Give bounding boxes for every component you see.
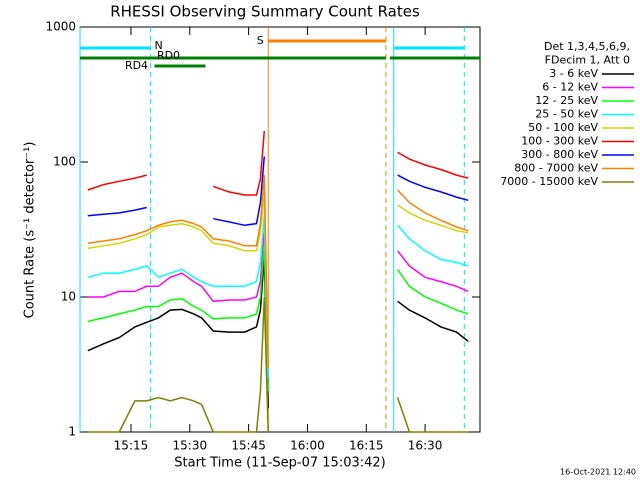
legend-label: 300 - 800 keV [521, 148, 598, 161]
series-line [87, 232, 469, 386]
y-axis-label: Count Rate (s⁻¹ detector⁻¹) [23, 142, 38, 319]
legend-label: 6 - 12 keV [542, 81, 598, 94]
x-tick-label: 16:15 [349, 439, 384, 453]
series-line [87, 256, 469, 409]
legend-label: 800 - 7000 keV [514, 162, 598, 175]
legend-header: FDecim 1, Att 0 [545, 54, 630, 67]
x-axis-label: Start Time (11-Sep-07 15:03:42) [174, 456, 385, 471]
legend-label: 12 - 25 keV [535, 94, 598, 107]
x-tick-label: 16:00 [290, 439, 325, 453]
series-line [87, 156, 469, 227]
flag-label: N [154, 39, 162, 52]
legend-label: 50 - 100 keV [528, 121, 598, 134]
series-line [87, 175, 469, 368]
series-line [87, 215, 469, 379]
legend-label: 25 - 50 keV [535, 108, 598, 121]
y-tick-label: 1 [68, 425, 76, 439]
footer: 16-Oct-2021 12:40 [560, 468, 636, 477]
flag-label: S [257, 34, 264, 47]
chart-title: RHESSI Observing Summary Count Rates [110, 3, 420, 21]
series-line [87, 191, 469, 368]
flag-label: RD4 [125, 59, 148, 72]
y-tick-label: 10 [61, 290, 76, 304]
series-line [87, 243, 469, 392]
series-line [87, 130, 469, 196]
y-tick-label: 100 [53, 155, 76, 169]
legend-label: 7000 - 15000 keV [500, 175, 598, 188]
x-tick-label: 15:15 [114, 439, 149, 453]
legend-header: Det 1,3,4,5,6,9, [544, 40, 630, 53]
plot-frame [79, 26, 481, 433]
legend-label: 3 - 6 keV [549, 67, 598, 80]
legend-label: 100 - 300 keV [521, 135, 598, 148]
x-tick-label: 15:45 [231, 439, 266, 453]
y-tick-label: 1000 [45, 20, 76, 34]
x-tick-label: 15:30 [173, 439, 208, 453]
flag-label: RD0 [157, 49, 180, 62]
series-line [87, 296, 469, 433]
x-tick-label: 16:30 [408, 439, 443, 453]
